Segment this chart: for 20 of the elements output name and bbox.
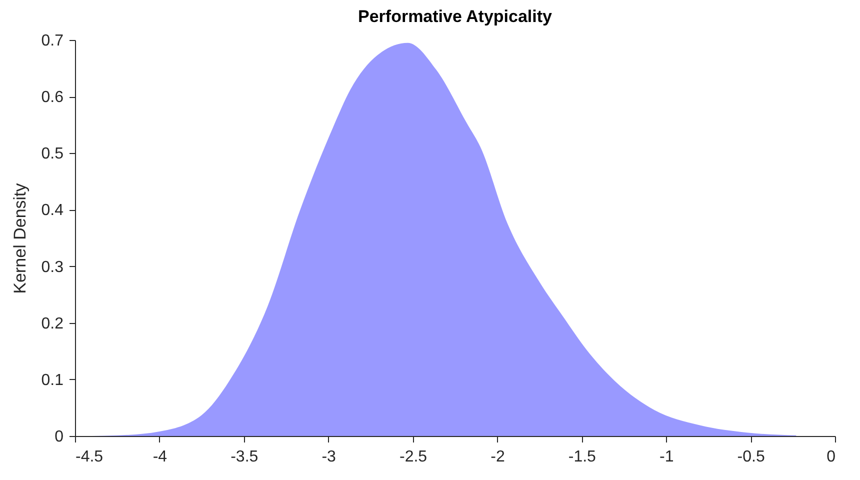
y-tick-label: 0 [54,428,64,446]
x-tick-label: -2 [490,448,505,466]
x-tick-label: -3 [322,448,336,466]
x-tick-label: -3.5 [230,448,258,466]
y-tick-label: 0.5 [41,146,64,163]
y-tick-label: 0.7 [41,32,64,50]
y-tick-label: 0.4 [41,202,64,220]
x-tick-label: -2.5 [399,448,428,466]
y-tick-label: 0.1 [41,372,64,389]
x-tick-label: -1.5 [568,448,596,466]
chart-title: Performative Atypicality [358,7,553,26]
x-tick-label: 0 [826,448,836,466]
y-tick-label: 0.2 [41,315,64,332]
y-tick-label: 0.3 [41,258,64,276]
y-axis-title: Kernel Density [10,182,30,294]
y-tick-label: 0.6 [41,89,64,106]
x-tick-label: -4 [152,448,168,466]
x-tick-label: -4.5 [76,448,104,466]
x-tick-label: -1 [659,448,674,466]
x-tick-label: -0.5 [737,448,765,466]
